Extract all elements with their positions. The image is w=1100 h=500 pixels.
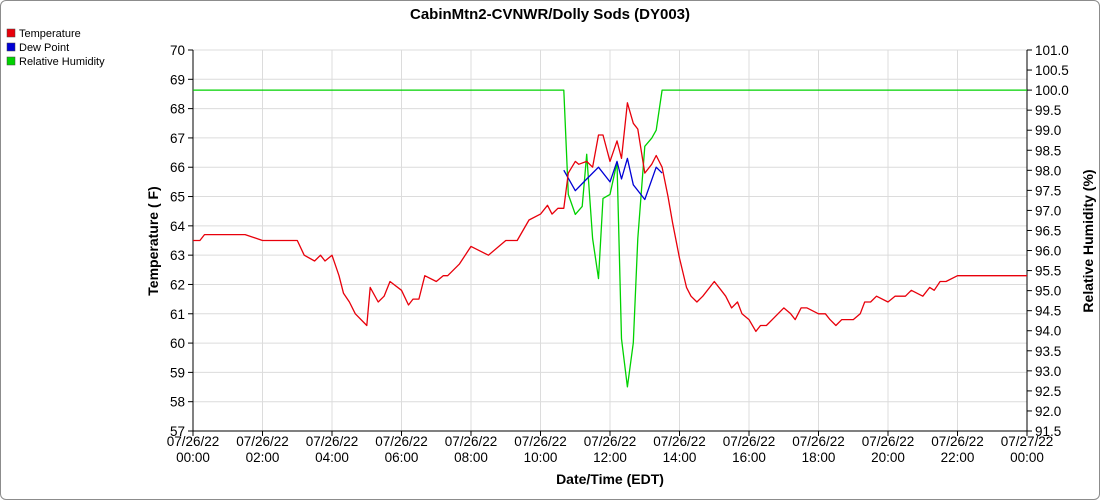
y-tick-label: 70	[170, 43, 185, 58]
y2-tick-label: 97.0	[1035, 203, 1061, 218]
y2-tick-label: 92.0	[1035, 404, 1061, 419]
x-tick-label-date: 07/26/22	[375, 434, 428, 449]
series-line-dew-point	[563, 157, 663, 201]
y2-tick-label: 97.5	[1035, 183, 1061, 198]
x-tick-label-date: 07/26/22	[862, 434, 915, 449]
x-tick-label-date: 07/26/22	[306, 434, 359, 449]
y-tick-label: 59	[170, 365, 185, 380]
x-tick-label-time: 12:00	[593, 450, 627, 465]
y-tick-label: 66	[170, 160, 185, 175]
legend-swatch-temperature	[6, 28, 16, 38]
x-tick-label-time: 10:00	[524, 450, 558, 465]
x-tick-label-date: 07/27/22	[1001, 434, 1054, 449]
y2-tick-label: 100.0	[1035, 83, 1069, 98]
series-line-relative-humidity	[193, 89, 1027, 388]
y-tick-label: 58	[170, 395, 185, 410]
y2-tick-label: 99.5	[1035, 103, 1061, 118]
x-tick-label-time: 06:00	[385, 450, 419, 465]
x-tick-label-time: 00:00	[176, 450, 210, 465]
x-tick-label-time: 02:00	[246, 450, 280, 465]
legend-label-relative-humidity: Relative Humidity	[19, 56, 105, 68]
y-tick-label: 68	[170, 102, 185, 117]
y2-tick-label: 93.0	[1035, 364, 1061, 379]
x-tick-label-time: 16:00	[732, 450, 766, 465]
y2-tick-label: 95.5	[1035, 264, 1061, 279]
y-tick-label: 63	[170, 248, 185, 263]
y2-tick-label: 94.5	[1035, 304, 1061, 319]
y2-tick-label: 96.0	[1035, 244, 1061, 259]
x-tick-label-date: 07/26/22	[931, 434, 984, 449]
y2-tick-label: 94.0	[1035, 324, 1061, 339]
y2-tick-label: 101.0	[1035, 43, 1069, 58]
series-line-temperature	[193, 102, 1027, 333]
x-tick-label-time: 14:00	[663, 450, 697, 465]
x-tick-label-date: 07/26/22	[723, 434, 776, 449]
y-tick-label: 60	[170, 336, 185, 351]
y-tick-label: 67	[170, 131, 185, 146]
x-tick-label-time: 20:00	[871, 450, 905, 465]
x-tick-label-date: 07/26/22	[167, 434, 220, 449]
legend-swatch-relative-humidity	[6, 56, 16, 66]
legend-item-dew-point[interactable]: Dew Point	[6, 42, 69, 54]
y2-tick-label: 95.0	[1035, 284, 1061, 299]
y2-tick-label: 100.5	[1035, 63, 1069, 78]
y-tick-label: 69	[170, 72, 185, 87]
y-tick-label: 62	[170, 277, 185, 292]
x-tick-label-time: 08:00	[454, 450, 488, 465]
y-tick-label: 61	[170, 307, 185, 322]
x-tick-label-time: 04:00	[315, 450, 349, 465]
legend-item-temperature[interactable]: Temperature	[6, 28, 81, 40]
series-layer	[193, 89, 1027, 388]
legend: Temperature Dew Point Relative Humidity	[6, 28, 105, 68]
y2-tick-label: 92.5	[1035, 384, 1061, 399]
y-tick-label: 64	[170, 219, 186, 234]
x-tick-label-time: 00:00	[1010, 450, 1044, 465]
y2-tick-label: 99.0	[1035, 123, 1061, 138]
chart-title: CabinMtn2-CVNWR/Dolly Sods (DY003)	[410, 6, 690, 23]
y-axis-title: Temperature ( F)	[145, 186, 161, 295]
grid	[192, 49, 1028, 432]
x-tick-label-time: 18:00	[802, 450, 836, 465]
legend-item-relative-humidity[interactable]: Relative Humidity	[6, 56, 105, 68]
y2-tick-label: 96.5	[1035, 223, 1061, 238]
legend-label-dew-point: Dew Point	[19, 42, 69, 54]
legend-label-temperature: Temperature	[19, 28, 81, 40]
legend-swatch-dew-point	[6, 42, 16, 52]
y2-tick-label: 91.5	[1035, 424, 1061, 439]
y2-axis-title: Relative Humidity (%)	[1080, 169, 1096, 312]
y2-tick-label: 98.5	[1035, 143, 1061, 158]
x-tick-label-date: 07/26/22	[514, 434, 567, 449]
x-tick-label-date: 07/26/22	[792, 434, 845, 449]
y2-tick-label: 98.0	[1035, 163, 1061, 178]
y2-tick-label: 93.5	[1035, 344, 1061, 359]
y-tick-label: 57	[170, 424, 185, 439]
x-tick-label-date: 07/26/22	[653, 434, 706, 449]
x-tick-label-date: 07/26/22	[236, 434, 289, 449]
x-tick-label-date: 07/26/22	[584, 434, 637, 449]
labels: 57 58 59 60 61 62 63 64 65 66 67 68 69 70 91.5 92.0 92.5…	[167, 43, 1069, 465]
x-tick-label-date: 07/26/22	[445, 434, 498, 449]
y-tick-label: 65	[170, 190, 185, 205]
x-tick-label-time: 22:00	[941, 450, 975, 465]
x-axis-title: Date/Time (EDT)	[556, 471, 664, 487]
